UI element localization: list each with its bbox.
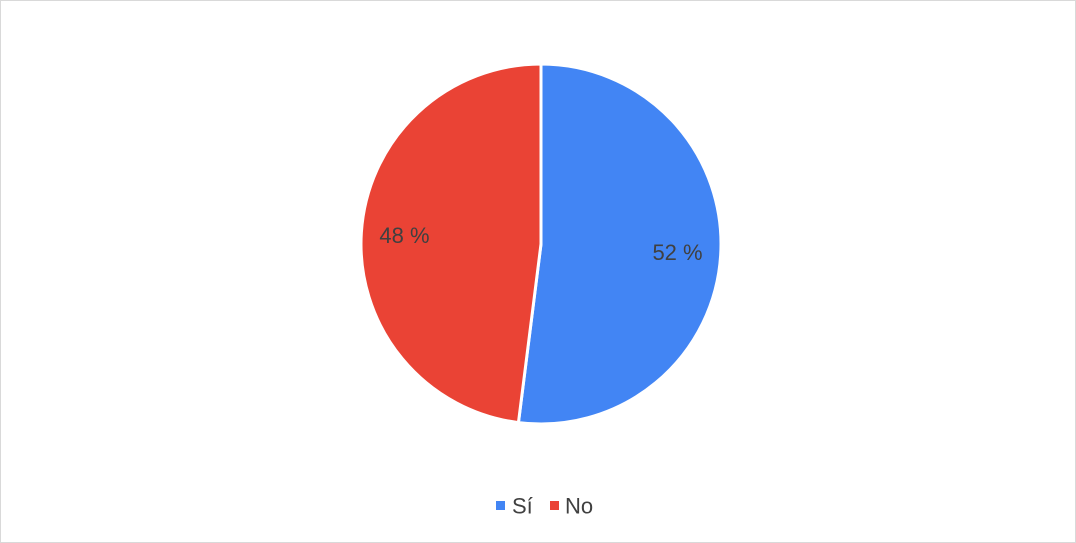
data-label-si: 52 % [652,240,702,265]
legend-label-si: Sí [512,494,533,519]
data-label-no: 48 % [379,223,429,248]
legend: Sí No [496,494,593,519]
pie-slice-si [516,62,723,426]
pie-slice-no [359,62,543,425]
legend-label-no: No [565,494,593,519]
legend-swatch-no [550,501,559,510]
legend-swatch-si [496,501,505,510]
